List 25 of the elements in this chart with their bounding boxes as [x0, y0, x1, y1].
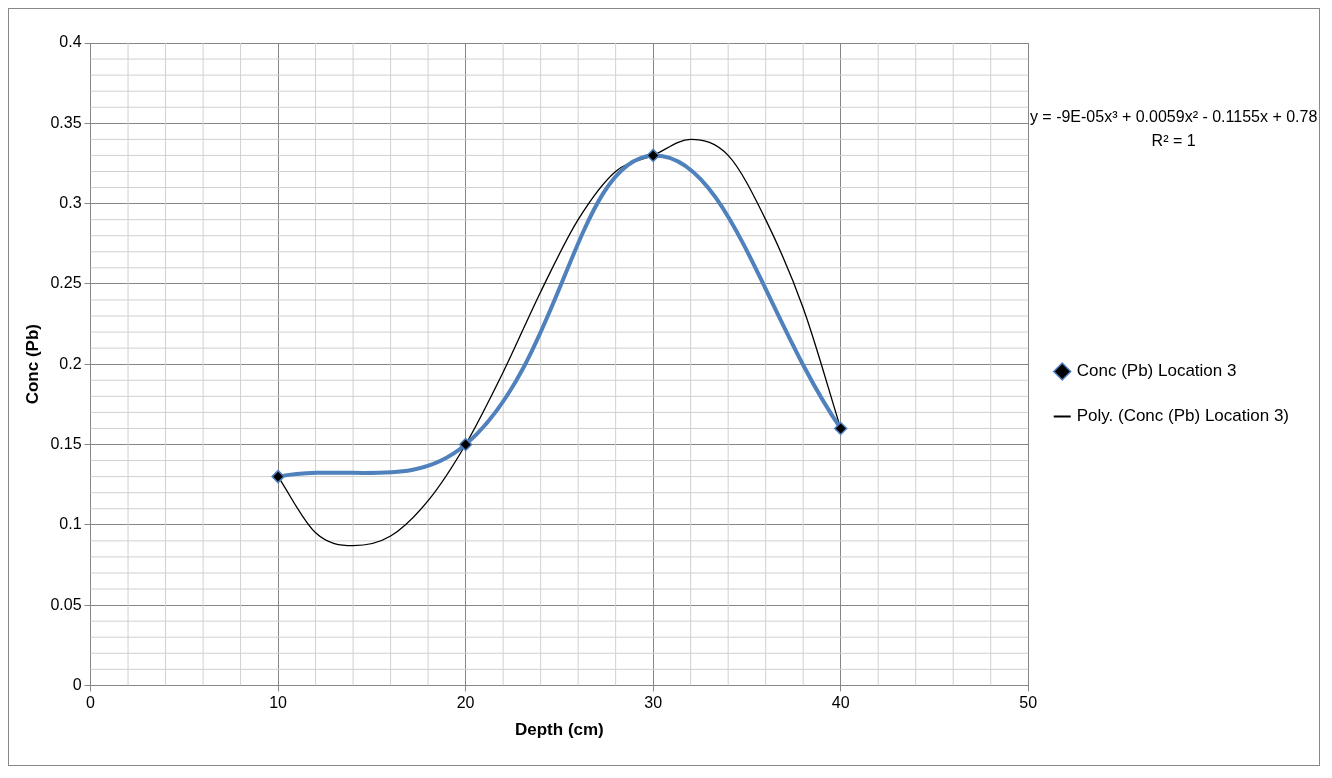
- y-tick-label: 0.2: [59, 354, 82, 372]
- y-tick-label: 0: [72, 675, 82, 693]
- text: R² = 1: [1151, 132, 1196, 150]
- point: [458, 437, 473, 452]
- y-axis-title: Conc (Pb): [22, 324, 42, 405]
- text: y = -9E-05x³ + 0.0059x² - 0.1155x + 0.78: [1029, 108, 1318, 126]
- x-tick-label: 20: [456, 694, 475, 712]
- y-tick-label: 0.4: [59, 33, 82, 51]
- x-tick-label: 30: [644, 694, 663, 712]
- x-tick-label: 50: [1019, 694, 1038, 712]
- point: [833, 421, 848, 436]
- x-tick-label: 40: [831, 694, 850, 712]
- y-tick-label: 0.05: [50, 595, 82, 613]
- point: [271, 469, 285, 484]
- y-tick-label: 0.1: [59, 515, 82, 533]
- y-tick-label: 0.3: [59, 194, 82, 212]
- x-tick-label: 0: [86, 694, 96, 712]
- y-tick-label: 0.35: [50, 113, 82, 131]
- y-tick-label: 0.15: [50, 434, 82, 452]
- point: [646, 148, 660, 163]
- x-tick-label: 10: [269, 694, 288, 712]
- x-axis-title: Depth (cm): [514, 720, 604, 740]
- y-tick-label: 0.25: [50, 274, 82, 292]
- legend-label: Poly. (Conc (Pb) Location 3): [1076, 406, 1290, 426]
- legend-label: Conc (Pb) Location 3: [1076, 361, 1237, 381]
